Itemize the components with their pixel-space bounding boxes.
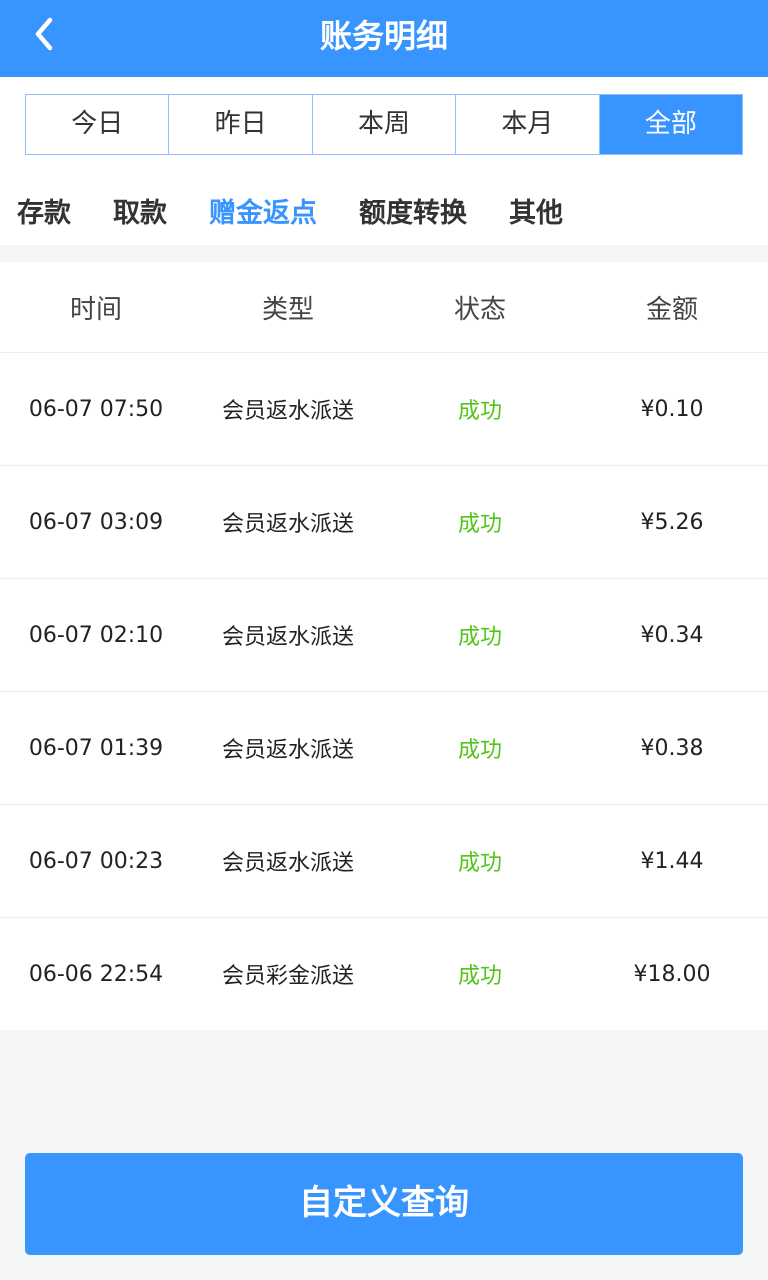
tab-all[interactable]: 全部 bbox=[599, 95, 743, 154]
tab-other[interactable]: 其他 bbox=[509, 198, 563, 229]
cell-status: 成功 bbox=[457, 851, 502, 876]
cell-status: 成功 bbox=[457, 399, 502, 424]
cell-status: 成功 bbox=[457, 512, 502, 537]
cell-type: 会员返水派送 bbox=[221, 625, 354, 650]
transactions-table: 时间 类型 状态 金额 06-07 07:50 会员返水派送 成功 ¥0.10 06-0… bbox=[0, 262, 768, 1030]
cell-time: 06-07 01:39 bbox=[28, 735, 164, 761]
chevron-left-icon bbox=[35, 17, 53, 51]
cell-time: 06-07 03:09 bbox=[28, 509, 164, 535]
tab-deposit[interactable]: 存款 bbox=[17, 198, 71, 229]
table-row[interactable]: 06-07 00:23 会员返水派送 成功 ¥1.44 bbox=[0, 804, 768, 917]
tab-withdraw[interactable]: 取款 bbox=[113, 198, 167, 229]
table-row[interactable]: 06-07 02:10 会员返水派送 成功 ¥0.34 bbox=[0, 578, 768, 691]
cell-amount: ¥1.44 bbox=[640, 848, 704, 874]
back-button[interactable] bbox=[30, 14, 70, 58]
cell-time: 06-07 07:50 bbox=[28, 396, 164, 422]
cell-amount: ¥0.10 bbox=[640, 396, 704, 422]
tab-yesterday[interactable]: 昨日 bbox=[169, 95, 313, 154]
category-tabs: 存款 取款 赠金返点 额度转换 其他 bbox=[17, 190, 563, 238]
cell-amount: ¥0.34 bbox=[640, 622, 704, 648]
column-header-time: 时间 bbox=[69, 294, 122, 325]
date-range-tabs: 今日 昨日 本周 本月 全部 bbox=[25, 94, 743, 155]
tab-bonus-rebate[interactable]: 赠金返点 bbox=[209, 198, 317, 229]
column-header-status: 状态 bbox=[453, 294, 506, 325]
table-header: 时间 类型 状态 金额 bbox=[0, 262, 768, 352]
table-row[interactable]: 06-07 03:09 会员返水派送 成功 ¥5.26 bbox=[0, 465, 768, 578]
cell-time: 06-06 22:54 bbox=[28, 961, 164, 987]
cell-amount: ¥0.38 bbox=[640, 735, 704, 761]
custom-query-button[interactable]: 自定义查询 bbox=[25, 1153, 743, 1255]
tab-this-month[interactable]: 本月 bbox=[456, 95, 600, 154]
cell-status: 成功 bbox=[457, 625, 502, 650]
cell-status: 成功 bbox=[457, 738, 502, 763]
cell-type: 会员返水派送 bbox=[221, 399, 354, 424]
table-row[interactable]: 06-07 01:39 会员返水派送 成功 ¥0.38 bbox=[0, 691, 768, 804]
cell-type: 会员彩金派送 bbox=[221, 964, 354, 989]
cell-amount: ¥18.00 bbox=[633, 961, 711, 987]
cell-status: 成功 bbox=[457, 964, 502, 989]
table-row[interactable]: 06-07 07:50 会员返水派送 成功 ¥0.10 bbox=[0, 352, 768, 465]
column-header-amount: 金额 bbox=[645, 294, 698, 325]
page-title: 账务明细 bbox=[319, 17, 448, 55]
tab-transfer[interactable]: 额度转换 bbox=[359, 198, 467, 229]
column-header-type: 类型 bbox=[261, 294, 314, 325]
cell-time: 06-07 02:10 bbox=[28, 622, 164, 648]
table-row[interactable]: 06-06 22:54 会员彩金派送 成功 ¥18.00 bbox=[0, 917, 768, 1030]
cell-type: 会员返水派送 bbox=[221, 512, 354, 537]
cell-type: 会员返水派送 bbox=[221, 738, 354, 763]
tab-today[interactable]: 今日 bbox=[26, 95, 170, 154]
tab-this-week[interactable]: 本周 bbox=[313, 95, 457, 154]
cell-type: 会员返水派送 bbox=[221, 851, 354, 876]
cell-amount: ¥5.26 bbox=[640, 509, 704, 535]
cell-time: 06-07 00:23 bbox=[28, 848, 164, 874]
header-bar: 账务明细 bbox=[0, 0, 768, 77]
